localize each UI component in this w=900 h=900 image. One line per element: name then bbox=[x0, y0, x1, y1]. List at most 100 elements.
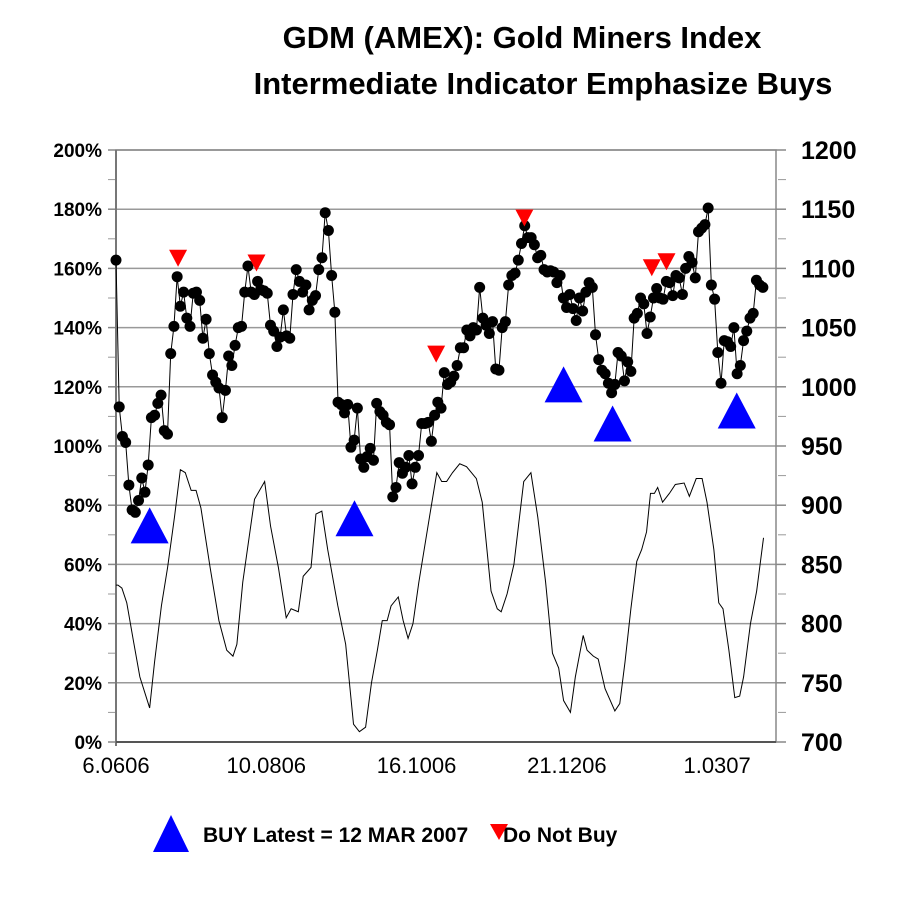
right-tick-label: 700 bbox=[801, 729, 843, 757]
price-point bbox=[609, 378, 621, 390]
price-point bbox=[178, 286, 190, 298]
price-point bbox=[236, 320, 248, 332]
do-not-buy-signal-triangle bbox=[169, 249, 188, 267]
price-point bbox=[644, 311, 656, 323]
price-point bbox=[570, 314, 582, 326]
right-tick-label: 1150 bbox=[801, 196, 855, 224]
price-point bbox=[599, 368, 611, 380]
left-tick-label: 120% bbox=[53, 378, 102, 399]
price-point bbox=[384, 419, 396, 431]
price-point bbox=[728, 322, 740, 334]
price-point bbox=[425, 435, 437, 447]
price-point bbox=[271, 341, 283, 353]
legend-buy-label: BUY Latest = 12 MAR 2007 bbox=[203, 824, 468, 847]
price-point bbox=[287, 288, 299, 300]
price-point bbox=[702, 202, 714, 214]
buy-signal-triangle bbox=[335, 500, 374, 537]
price-point bbox=[474, 281, 486, 293]
buy-signal-triangle bbox=[593, 405, 632, 442]
right-tick-label: 950 bbox=[801, 433, 843, 461]
price-point bbox=[338, 407, 350, 419]
left-tick-label: 80% bbox=[64, 496, 102, 517]
price-point bbox=[625, 365, 637, 377]
do-not-buy-signal-triangle bbox=[515, 209, 534, 227]
price-point bbox=[261, 287, 273, 299]
price-point bbox=[168, 320, 180, 332]
price-point bbox=[310, 290, 322, 302]
price-point bbox=[686, 256, 698, 268]
price-point bbox=[699, 219, 711, 231]
price-point bbox=[367, 454, 379, 466]
chart-title: GDM (AMEX): Gold Miners Index bbox=[283, 20, 763, 55]
price-point bbox=[371, 397, 383, 409]
price-point bbox=[181, 312, 193, 324]
price-point bbox=[757, 281, 769, 293]
price-point bbox=[712, 346, 724, 358]
right-tick-label: 1050 bbox=[801, 315, 857, 343]
price-point bbox=[503, 279, 515, 291]
price-point bbox=[390, 481, 402, 493]
price-point bbox=[184, 320, 196, 332]
price-point bbox=[499, 316, 511, 328]
price-point bbox=[564, 288, 576, 300]
price-point bbox=[300, 279, 312, 291]
price-point bbox=[252, 275, 264, 287]
price-point bbox=[651, 283, 663, 295]
price-point bbox=[631, 307, 643, 319]
price-point bbox=[429, 409, 441, 421]
price-point bbox=[470, 324, 482, 336]
left-tick-label: 60% bbox=[64, 555, 102, 576]
price-point bbox=[593, 354, 605, 366]
price-point bbox=[400, 461, 412, 473]
buy-signal-triangle bbox=[544, 366, 583, 403]
price-point bbox=[741, 325, 753, 337]
price-point bbox=[448, 370, 460, 382]
price-point bbox=[622, 356, 634, 368]
right-tick-label: 1100 bbox=[801, 255, 855, 283]
price-point bbox=[290, 264, 302, 276]
price-point bbox=[313, 264, 325, 276]
price-point bbox=[638, 298, 650, 310]
price-point bbox=[155, 389, 167, 401]
x-tick-label: 10.0806 bbox=[227, 753, 307, 778]
price-point bbox=[303, 304, 315, 316]
do-not-buy-signal-triangle bbox=[247, 254, 266, 272]
price-point bbox=[606, 387, 618, 399]
price-point bbox=[348, 434, 360, 446]
gridlines bbox=[116, 149, 776, 684]
price-point bbox=[709, 293, 721, 305]
price-point bbox=[200, 313, 212, 325]
price-point bbox=[673, 272, 685, 284]
price-point bbox=[725, 341, 737, 353]
price-point bbox=[667, 290, 679, 302]
price-point bbox=[133, 494, 145, 506]
price-point bbox=[738, 335, 750, 347]
do-not-buy-signal-triangle bbox=[657, 253, 676, 271]
right-tick-label: 1200 bbox=[801, 137, 857, 165]
price-point bbox=[152, 397, 164, 409]
price-point bbox=[413, 449, 425, 461]
price-point bbox=[342, 399, 354, 411]
legend-buy-triangle-icon bbox=[153, 815, 189, 852]
price-point bbox=[161, 428, 173, 440]
price-point bbox=[226, 359, 238, 371]
price-point bbox=[618, 375, 630, 387]
price-point bbox=[567, 303, 579, 315]
price-point bbox=[438, 367, 450, 379]
price-point bbox=[326, 270, 338, 282]
right-tick-label: 1000 bbox=[801, 374, 857, 402]
price-point bbox=[364, 442, 376, 454]
price-point bbox=[165, 348, 177, 360]
right-tick-label: 800 bbox=[801, 611, 843, 639]
price-point bbox=[139, 486, 151, 498]
legend-do-not-buy-triangle-icon bbox=[490, 824, 508, 840]
left-tick-label: 140% bbox=[53, 319, 102, 340]
price-point bbox=[554, 270, 566, 282]
price-point bbox=[451, 359, 463, 371]
do-not-buy-signal-triangle bbox=[642, 259, 661, 277]
price-point bbox=[590, 329, 602, 341]
price-point bbox=[577, 305, 589, 317]
x-tick-label: 21.1206 bbox=[527, 753, 607, 778]
indicator-line bbox=[116, 463, 765, 733]
